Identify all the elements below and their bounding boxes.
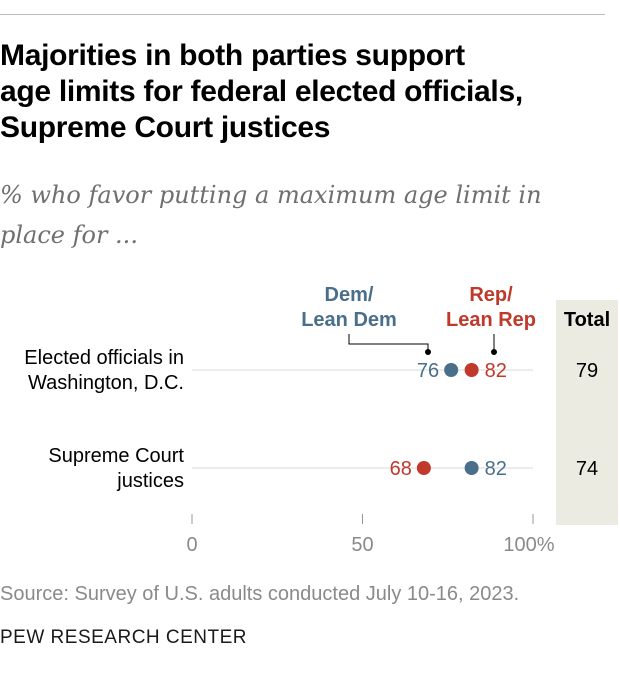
chart-subtitle: % who favor putting a maximum age limit … <box>0 181 542 249</box>
legend-rep-leader-dot <box>491 349 497 355</box>
legend-rep-line1: Rep/ <box>469 284 513 306</box>
row-1-rep-value: 82 <box>485 360 507 382</box>
row-1-label-line1: Elected officials in <box>24 347 184 369</box>
row-1-total: 79 <box>576 360 598 382</box>
chart-title: Majorities in both parties support age l… <box>0 39 523 144</box>
row-2-dem-value: 82 <box>485 458 507 480</box>
top-rule <box>0 14 605 15</box>
row-2-rep-dot <box>416 461 431 475</box>
source-note: Source: Survey of U.S. adults conducted … <box>0 583 520 605</box>
total-column-bg <box>556 300 618 525</box>
legend-dem-line2: Lean Dem <box>301 309 397 331</box>
dot-plot-chart: Total Dem/ Lean Dem Rep/ Lean Rep Electe… <box>24 284 618 556</box>
row-1-rep-dot <box>464 363 479 377</box>
x-tick-label-100: 100% <box>503 534 554 556</box>
x-tick-label-0: 0 <box>186 534 197 556</box>
legend-rep-line2: Lean Rep <box>446 309 536 331</box>
total-header: Total <box>564 309 610 331</box>
row-2-dem-dot <box>464 461 479 475</box>
row-1-dem-dot <box>444 363 459 377</box>
row-1-dem-value: 76 <box>417 360 439 382</box>
legend-dem-line1: Dem/ <box>325 284 374 306</box>
row-2-rep-value: 68 <box>390 458 412 480</box>
legend-dem-leader-dot <box>425 349 431 355</box>
legend-dem-leader <box>348 334 429 351</box>
row-2-label-line1: Supreme Court <box>48 445 184 467</box>
row-2-total: 74 <box>576 458 598 480</box>
row-2-label-line2: justices <box>116 470 184 492</box>
org-name: PEW RESEARCH CENTER <box>0 627 248 648</box>
row-1-label-line2: Washington, D.C. <box>28 372 184 394</box>
x-tick-label-50: 50 <box>351 534 373 556</box>
